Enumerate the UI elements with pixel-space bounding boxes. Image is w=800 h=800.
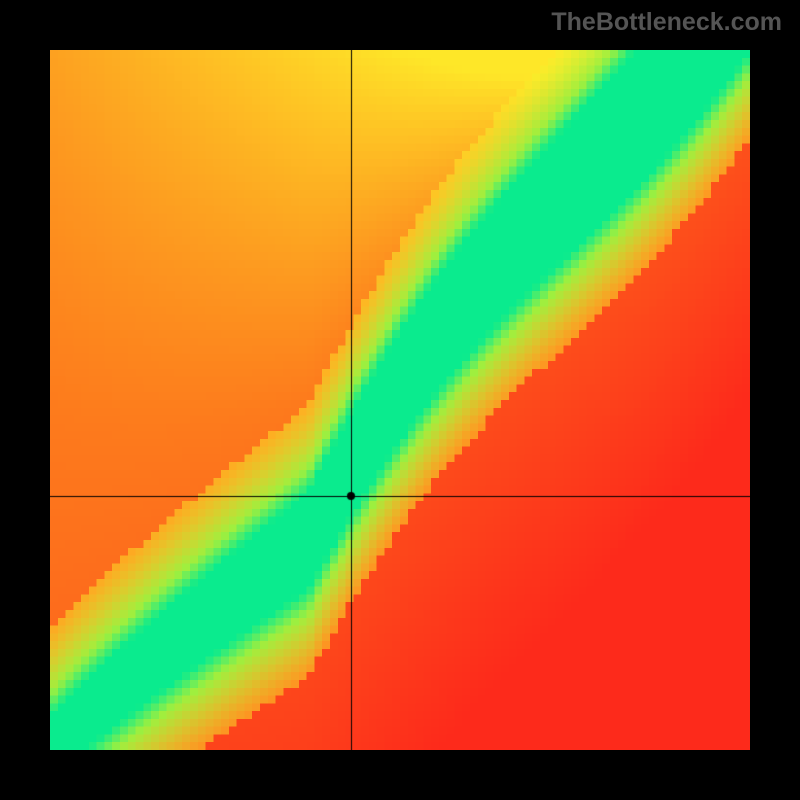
watermark-text: TheBottleneck.com xyxy=(551,8,782,37)
chart-container: TheBottleneck.com xyxy=(0,0,800,800)
bottleneck-heatmap xyxy=(50,50,750,750)
